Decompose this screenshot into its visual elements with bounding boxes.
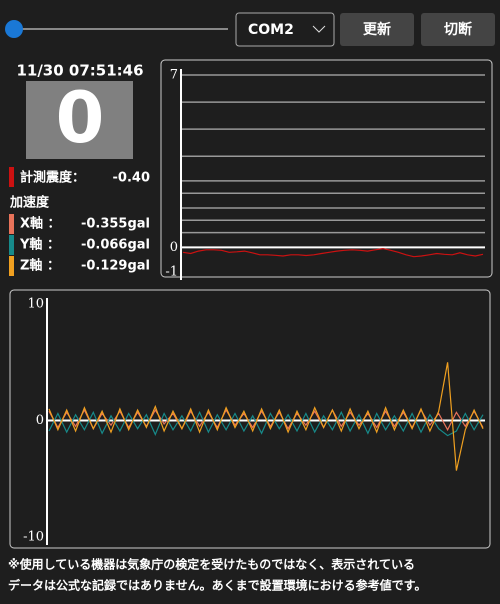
y-tick-label: -1 [165,265,178,280]
intensity-label: 計測震度： [20,170,85,186]
disconnect-button-label[interactable]: 切断 [444,21,472,38]
y-tick-label: 0 [170,240,178,255]
footer-line: データは公式な記録ではありません。あくまで設置環境における参考値です。 [8,578,426,593]
intensity-box [26,81,133,159]
axis-value: -0.355gal [81,217,150,232]
axis-label: Y軸 ： [19,237,60,253]
select-value[interactable]: COM2 [248,22,294,38]
update-button[interactable] [340,13,414,46]
select-arrow [312,25,326,33]
intensity-chart-frame [160,59,493,278]
data-line [48,362,484,471]
y-tick-label: 7 [170,68,178,83]
intensity-value: -0.40 [113,171,150,186]
data-line [48,410,484,437]
y-tick-label: 10 [27,297,44,312]
select-box[interactable] [235,12,335,47]
data-line [182,247,484,258]
footer-line: ※使用している機器は気象庁の検定を受けたものではなく、表示されている [8,557,415,572]
y-tick-label: 0 [36,413,44,428]
axis-label: Z軸 ： [20,258,60,274]
axis-marker [9,214,14,234]
intensity-display: 0 [56,77,105,159]
axis-label: X軸 ： [20,216,61,232]
update-button-label[interactable]: 更新 [363,21,391,38]
intensity-marker [9,167,14,187]
slider-thumb[interactable] [5,20,23,38]
axis-value: -0.066gal [81,238,150,253]
port-select[interactable]: COM2 [235,12,335,47]
axis-marker [9,235,14,255]
wave-chart-frame [9,289,491,549]
y-tick-label: -10 [23,530,44,545]
axis-value: -0.129gal [81,259,150,274]
axis-marker [9,256,14,276]
disconnect-button[interactable] [421,13,495,46]
datetime: 11/30 07:51:46 [16,62,143,80]
accel-label: 加速度 [9,195,50,211]
